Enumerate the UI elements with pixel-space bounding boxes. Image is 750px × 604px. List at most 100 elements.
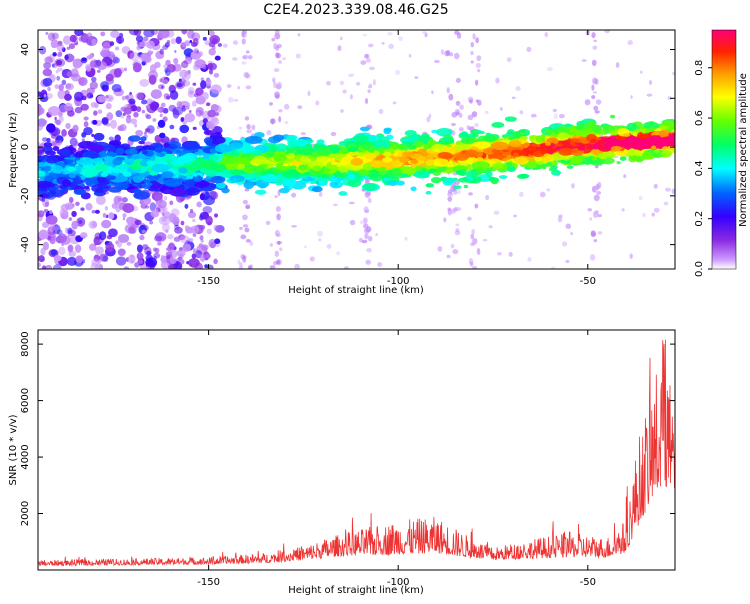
spectrogram-cell (184, 113, 196, 123)
spectrogram-cell (56, 43, 65, 52)
spectrogram-cell (132, 62, 142, 73)
spectrogram-cell (397, 144, 408, 151)
spectrogram-cell (246, 124, 251, 130)
spectrogram-cell (130, 161, 142, 171)
spectrogram-cell (559, 113, 565, 119)
spectrogram-cell (466, 124, 470, 131)
snr-series-line (38, 339, 675, 567)
spectrogram-cell (230, 142, 244, 149)
spectrogram-cell (584, 99, 591, 106)
spectrogram-cell (305, 143, 313, 149)
spectrogram-cell (186, 260, 189, 265)
spectrogram-cell (206, 121, 213, 129)
spectrogram-cell (41, 119, 48, 125)
spectrogram-cell (192, 126, 197, 130)
spectrogram-cell (91, 76, 97, 82)
spectrogram-cell (244, 116, 250, 121)
spectrogram-cell (623, 174, 627, 179)
spectrogram-cell (218, 169, 233, 179)
spectrogram-cell (469, 261, 474, 267)
spectrogram-cell (506, 162, 513, 167)
spectrogram-cell (458, 165, 466, 170)
spectrogram-cell (38, 162, 48, 168)
spectrogram-cell (470, 50, 474, 56)
spectrogram-cell (80, 207, 85, 211)
spectrogram-cell (66, 46, 71, 50)
spectrogram-cell (134, 219, 142, 226)
spectrogram-cell (365, 58, 371, 63)
snr-y-label: SNR (10 * v/v) (8, 414, 19, 485)
spectrogram-cell (274, 91, 280, 99)
spectrogram-cell (125, 116, 132, 124)
spectrogram-cell (156, 200, 161, 206)
spectrogram-cell (146, 40, 155, 49)
spectrogram-cell (593, 194, 600, 202)
spectrogram-cell (388, 43, 394, 50)
spectrogram-cell (443, 217, 447, 223)
spectrogram-cell (291, 225, 298, 228)
spectrogram-cell (169, 200, 174, 206)
spectrogram-cell (651, 212, 655, 217)
spectrogram-cell (58, 83, 64, 91)
spectrogram-cell (365, 259, 372, 265)
spectrogram-cell (61, 129, 67, 137)
spectrogram-cell (99, 231, 107, 241)
spectrogram-cell (477, 130, 485, 135)
spectrogram-cell (485, 194, 490, 201)
spectrogram-cell (609, 114, 616, 119)
spectrogram-cell (101, 219, 112, 229)
spectrogram-cell (375, 232, 379, 237)
spectrogram-cell (173, 236, 181, 242)
spectrogram-cell (150, 128, 153, 132)
spectrogram-cell (225, 162, 239, 171)
spectrogram-cell (70, 68, 79, 78)
spectrogram-y-tick-label: -20 (20, 188, 31, 204)
spectrogram-cell (126, 241, 132, 246)
spectrogram-cell (96, 69, 101, 73)
spectrogram-cell (214, 105, 222, 113)
spectrogram-cell (210, 84, 222, 94)
spectrogram-cell (191, 175, 203, 183)
spectrogram-cell (52, 146, 60, 152)
spectrogram-cell (148, 74, 157, 85)
spectrogram-cell (171, 158, 178, 163)
spectrogram-cell (338, 191, 348, 196)
spectrogram-cell (629, 253, 633, 259)
spectrogram-cell (455, 223, 460, 227)
spectrogram-cell (380, 146, 386, 151)
spectrogram-cell (47, 86, 51, 92)
spectrogram-cell (180, 77, 186, 85)
spectrogram-cell (557, 216, 563, 223)
spectrogram-cell (299, 155, 310, 163)
spectrogram-cell (74, 244, 82, 253)
spectrogram-cell (205, 78, 212, 87)
spectrogram-cell (133, 189, 143, 194)
spectrogram-cell (243, 54, 249, 60)
spectrogram-cell (181, 30, 188, 35)
spectrogram-cell (89, 60, 95, 68)
spectrogram-cell (166, 247, 170, 251)
spectrogram-cell (443, 50, 450, 57)
spectrogram-cell (165, 251, 173, 257)
spectrogram-cell (567, 131, 576, 136)
spectrogram-cell (455, 100, 461, 106)
spectrogram-cell (241, 38, 246, 45)
spectrogram-cell (214, 238, 221, 245)
spectrogram-cell (275, 52, 281, 59)
spectrogram-cell (95, 195, 106, 206)
spectrogram-cell (185, 105, 190, 110)
spectrogram-cell (455, 77, 461, 83)
spectrogram-cell (242, 214, 248, 221)
spectrogram-cell (203, 129, 214, 136)
spectrogram-cell (458, 112, 463, 118)
spectrogram-cell (85, 65, 92, 72)
spectrogram-cell (105, 214, 109, 219)
spectrogram-cell (52, 264, 62, 269)
spectrogram-cell (159, 48, 164, 55)
snr-y-ticks: 2000 4000 6000 8000 (20, 331, 675, 526)
spectrogram-cell (141, 99, 148, 105)
spectrogram-cell (158, 84, 165, 90)
spectrogram-cell (282, 179, 296, 187)
spectrogram-cell (68, 43, 76, 50)
spectrogram-cell (485, 171, 493, 177)
